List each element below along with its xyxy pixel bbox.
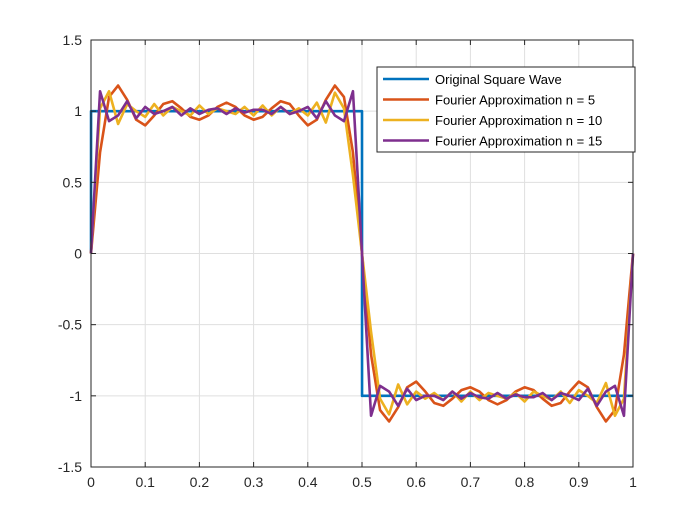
legend[interactable]: Original Square Wave Fourier Approximatio… <box>376 66 636 153</box>
legend-label-3: Fourier Approximation n = 15 <box>435 134 602 149</box>
y-tick-label: -0.5 <box>58 317 82 333</box>
axis-ticks: 0 0.1 0.2 0.3 0.4 0.5 0.6 0.7 0.8 0.9 1 -1.5 -1 -0.5 0… <box>58 32 637 490</box>
series-lines <box>89 84 635 423</box>
x-tick-label: 0 <box>87 474 95 490</box>
legend-label-1: Fourier Approximation n = 5 <box>435 93 595 108</box>
x-tick-label: 1 <box>629 474 637 490</box>
legend-label-2: Fourier Approximation n = 10 <box>435 113 602 128</box>
x-tick-label: 0.3 <box>244 474 264 490</box>
x-tick-label: 0.2 <box>190 474 210 490</box>
y-tick-label: -1 <box>70 388 83 404</box>
series-line-3 <box>89 89 635 418</box>
legend-label-0: Original Square Wave <box>435 72 562 87</box>
x-tick-label: 0.5 <box>352 474 372 490</box>
y-tick-label: 1.5 <box>63 32 83 48</box>
y-tick-label: 0 <box>74 246 82 262</box>
x-tick-label: 0.8 <box>515 474 535 490</box>
legend-box <box>376 66 636 153</box>
y-tick-label: 1 <box>74 103 82 119</box>
y-tick-label: 0.5 <box>63 174 83 190</box>
y-tick-label: -1.5 <box>58 459 82 475</box>
x-tick-label: 0.9 <box>569 474 589 490</box>
x-tick-label: 0.1 <box>135 474 155 490</box>
x-tick-label: 0.4 <box>298 474 318 490</box>
x-tick-label: 0.6 <box>406 474 426 490</box>
x-tick-label: 0.7 <box>461 474 481 490</box>
